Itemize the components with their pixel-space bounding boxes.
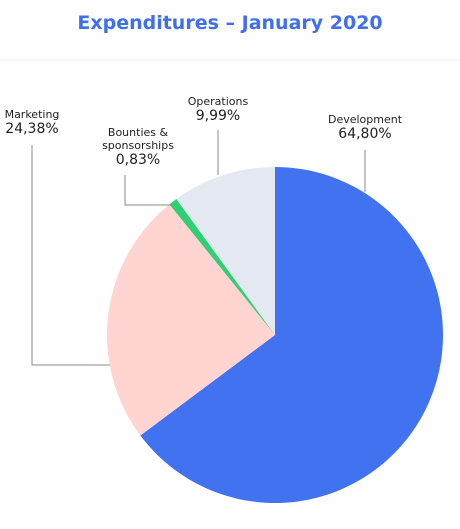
category-label: Operations xyxy=(187,95,249,108)
category-label: Development xyxy=(327,113,403,126)
slice-label: Development 64,80% xyxy=(315,113,415,143)
pie-slice xyxy=(107,204,275,436)
slice-label: Marketing 24,38% xyxy=(0,108,82,138)
slice-label: Bounties & sponsorships 0,83% xyxy=(88,126,188,169)
category-label: Bounties & sponsorships xyxy=(102,126,174,152)
category-label: Marketing xyxy=(4,108,60,121)
value-label: 64,80% xyxy=(338,126,392,142)
slice-label: Operations 9,99% xyxy=(168,95,268,125)
leader-line xyxy=(124,175,172,206)
leader-line xyxy=(31,145,110,366)
pie-slice xyxy=(140,167,443,503)
value-label: 9,99% xyxy=(195,108,241,124)
pie-slice xyxy=(176,167,275,335)
value-label: 0,83% xyxy=(115,152,161,168)
value-label: 24,38% xyxy=(5,121,59,137)
pie-slice xyxy=(169,199,275,335)
chart-title: Expenditures – January 2020 xyxy=(77,12,383,34)
